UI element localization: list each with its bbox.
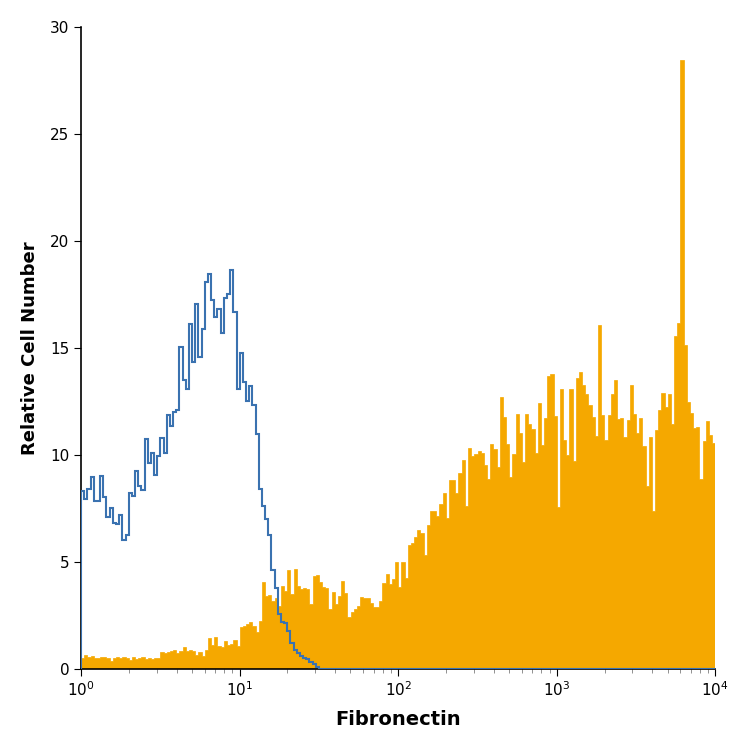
Y-axis label: Relative Cell Number: Relative Cell Number bbox=[21, 241, 39, 454]
X-axis label: Fibronectin: Fibronectin bbox=[335, 710, 461, 729]
